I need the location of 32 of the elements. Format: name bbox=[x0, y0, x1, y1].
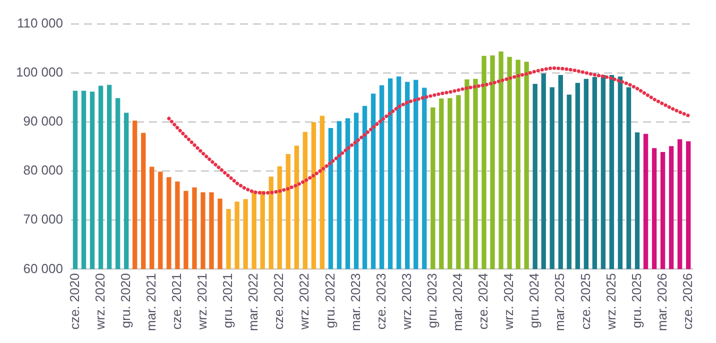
x-tick-label: mar. 2022 bbox=[246, 273, 261, 332]
x-tick-label: cze. 2024 bbox=[476, 273, 491, 330]
x-tick-label: wrz. 2021 bbox=[194, 273, 210, 331]
x-tick-label: gru. 2021 bbox=[220, 273, 236, 328]
x-tick-label: wrz. 2025 bbox=[603, 273, 618, 331]
x-tick-label: gru. 2025 bbox=[628, 273, 644, 328]
y-tick-label: 110 000 bbox=[16, 15, 63, 30]
x-tick-label: cze. 2023 bbox=[373, 273, 388, 330]
y-tick-label: 90 000 bbox=[23, 114, 63, 129]
y-tick-label: 70 000 bbox=[23, 212, 63, 227]
x-tick-label: mar. 2021 bbox=[143, 273, 158, 332]
x-tick-label: cze. 2025 bbox=[578, 273, 593, 330]
x-tick-label: gru. 2022 bbox=[322, 273, 338, 328]
x-tick-label: mar. 2026 bbox=[654, 273, 670, 332]
x-tick-label: gru. 2020 bbox=[118, 273, 133, 328]
x-tick-label: wrz. 2022 bbox=[296, 273, 312, 331]
x-tick-label: wrz. 2023 bbox=[398, 273, 414, 331]
x-tick-label: mar. 2023 bbox=[348, 273, 363, 332]
x-tick-label: cze. 2021 bbox=[169, 273, 184, 330]
x-tick-label: mar. 2024 bbox=[450, 273, 466, 332]
x-tick-label: gru. 2024 bbox=[526, 273, 542, 328]
y-tick-label: 60 000 bbox=[23, 260, 63, 276]
y-tick-label: 100 000 bbox=[16, 64, 63, 80]
x-tick-label: gru. 2023 bbox=[424, 273, 440, 328]
x-tick-label: mar. 2025 bbox=[552, 273, 568, 332]
x-tick-label: wrz. 2024 bbox=[501, 273, 516, 331]
y-tick-label: 80 000 bbox=[23, 162, 63, 178]
x-tick-label: wrz. 2020 bbox=[92, 273, 108, 331]
x-tick-label: cze. 2022 bbox=[271, 273, 286, 330]
x-tick-label: cze. 2026 bbox=[680, 273, 695, 330]
line-series bbox=[167, 66, 690, 195]
x-tick-label: cze. 2020 bbox=[66, 273, 82, 330]
